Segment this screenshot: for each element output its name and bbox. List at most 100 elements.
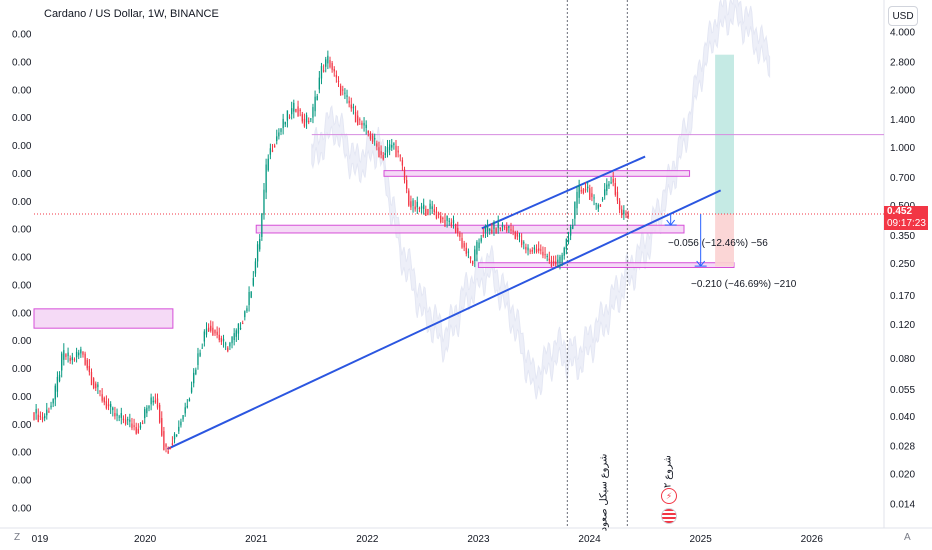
- candle: [429, 199, 431, 216]
- candle: [250, 291, 252, 299]
- candle: [627, 210, 629, 220]
- candle-body: [212, 327, 214, 336]
- candle: [335, 70, 338, 83]
- candle-body: [146, 407, 148, 414]
- candle-body: [510, 229, 512, 231]
- time-tick-label: 2021: [245, 534, 268, 545]
- timezone-label[interactable]: Z: [14, 532, 21, 543]
- candle: [146, 405, 148, 418]
- candle-body: [508, 226, 510, 228]
- candle-body: [165, 444, 167, 447]
- candle-body: [293, 102, 295, 112]
- candle-body: [150, 397, 152, 405]
- candle: [518, 232, 521, 243]
- auto-scale-label[interactable]: A: [904, 532, 911, 543]
- candle-body: [574, 202, 576, 219]
- candle-body: [276, 136, 278, 141]
- candle-body: [90, 372, 93, 386]
- candle: [139, 422, 142, 430]
- left-axis-label: 0.00: [12, 476, 32, 487]
- candle: [412, 198, 414, 213]
- candle: [474, 245, 476, 268]
- candle-body: [493, 221, 495, 229]
- candle-body: [542, 251, 544, 256]
- price-tick-label: 0.120: [890, 320, 915, 331]
- candle: [625, 210, 627, 218]
- candle: [499, 227, 502, 232]
- candle: [33, 412, 35, 421]
- candle-body: [295, 109, 297, 112]
- candle-body: [474, 249, 476, 261]
- price-tick-label: 2.000: [890, 85, 915, 96]
- candle: [354, 105, 357, 123]
- candle: [614, 177, 616, 197]
- candle-body: [190, 387, 193, 393]
- candle: [63, 343, 65, 366]
- candle: [363, 117, 365, 132]
- candle-body: [291, 108, 293, 115]
- candle-body: [614, 183, 616, 195]
- candle-body: [446, 215, 448, 221]
- candle: [322, 64, 325, 73]
- candle: [382, 152, 384, 161]
- candle: [606, 178, 608, 196]
- candle: [489, 228, 491, 235]
- lightning-icon[interactable]: ⚡: [661, 488, 677, 504]
- candle: [497, 215, 499, 234]
- candle: [248, 286, 250, 312]
- candle-body: [301, 114, 303, 122]
- candle-body: [527, 247, 529, 251]
- candle-body: [273, 145, 276, 148]
- candle-body: [305, 115, 308, 123]
- drawn-lines[interactable]: [34, 0, 884, 528]
- candle-body: [82, 351, 84, 355]
- candle: [623, 205, 625, 220]
- us-flag-icon[interactable]: [661, 508, 677, 524]
- candle: [459, 231, 461, 241]
- price-tick-label: 0.700: [890, 173, 915, 184]
- candle-body: [363, 122, 365, 126]
- candle-body: [99, 390, 101, 392]
- price-tick-label: 0.028: [890, 442, 915, 453]
- candle: [572, 218, 574, 230]
- left-axis-label: 0.00: [12, 225, 32, 236]
- time-tick-label: 2026: [801, 534, 824, 545]
- candle-body: [555, 261, 557, 265]
- support-resistance-zones[interactable]: [33, 170, 735, 329]
- candle-body: [297, 106, 299, 117]
- candle-body: [35, 409, 37, 414]
- long-position-tool[interactable]: [715, 54, 734, 267]
- candle: [199, 349, 201, 358]
- candle: [214, 329, 216, 336]
- candle: [346, 89, 348, 104]
- candle-body: [427, 208, 429, 215]
- candle-body: [339, 85, 342, 96]
- candle: [597, 203, 599, 212]
- candle-body: [601, 198, 604, 201]
- candle-body: [186, 405, 188, 408]
- candle-body: [597, 204, 599, 209]
- candle: [43, 413, 46, 422]
- candle-body: [572, 225, 574, 229]
- candle: [442, 216, 444, 223]
- candle: [416, 196, 418, 215]
- price-tick-label: 0.014: [890, 499, 915, 510]
- candle-body: [386, 147, 389, 153]
- candle: [114, 406, 116, 420]
- candle: [495, 227, 497, 234]
- candle-body: [335, 74, 338, 78]
- currency-button[interactable]: USD: [888, 6, 918, 26]
- left-axis-label: 0.00: [12, 57, 32, 68]
- candle-body: [312, 107, 314, 118]
- bar-countdown: 09:17:23: [887, 218, 926, 229]
- candle-body: [480, 238, 482, 242]
- measure-tools[interactable]: [664, 213, 707, 267]
- candle-body: [286, 110, 289, 121]
- candle-body: [154, 400, 157, 403]
- candle: [156, 393, 159, 410]
- candle-body: [533, 247, 536, 250]
- candle-body: [433, 209, 435, 213]
- candle-body: [250, 291, 252, 298]
- time-axis[interactable]: 019 2020 2021 2022 2023 2024 2025 2026: [32, 534, 824, 545]
